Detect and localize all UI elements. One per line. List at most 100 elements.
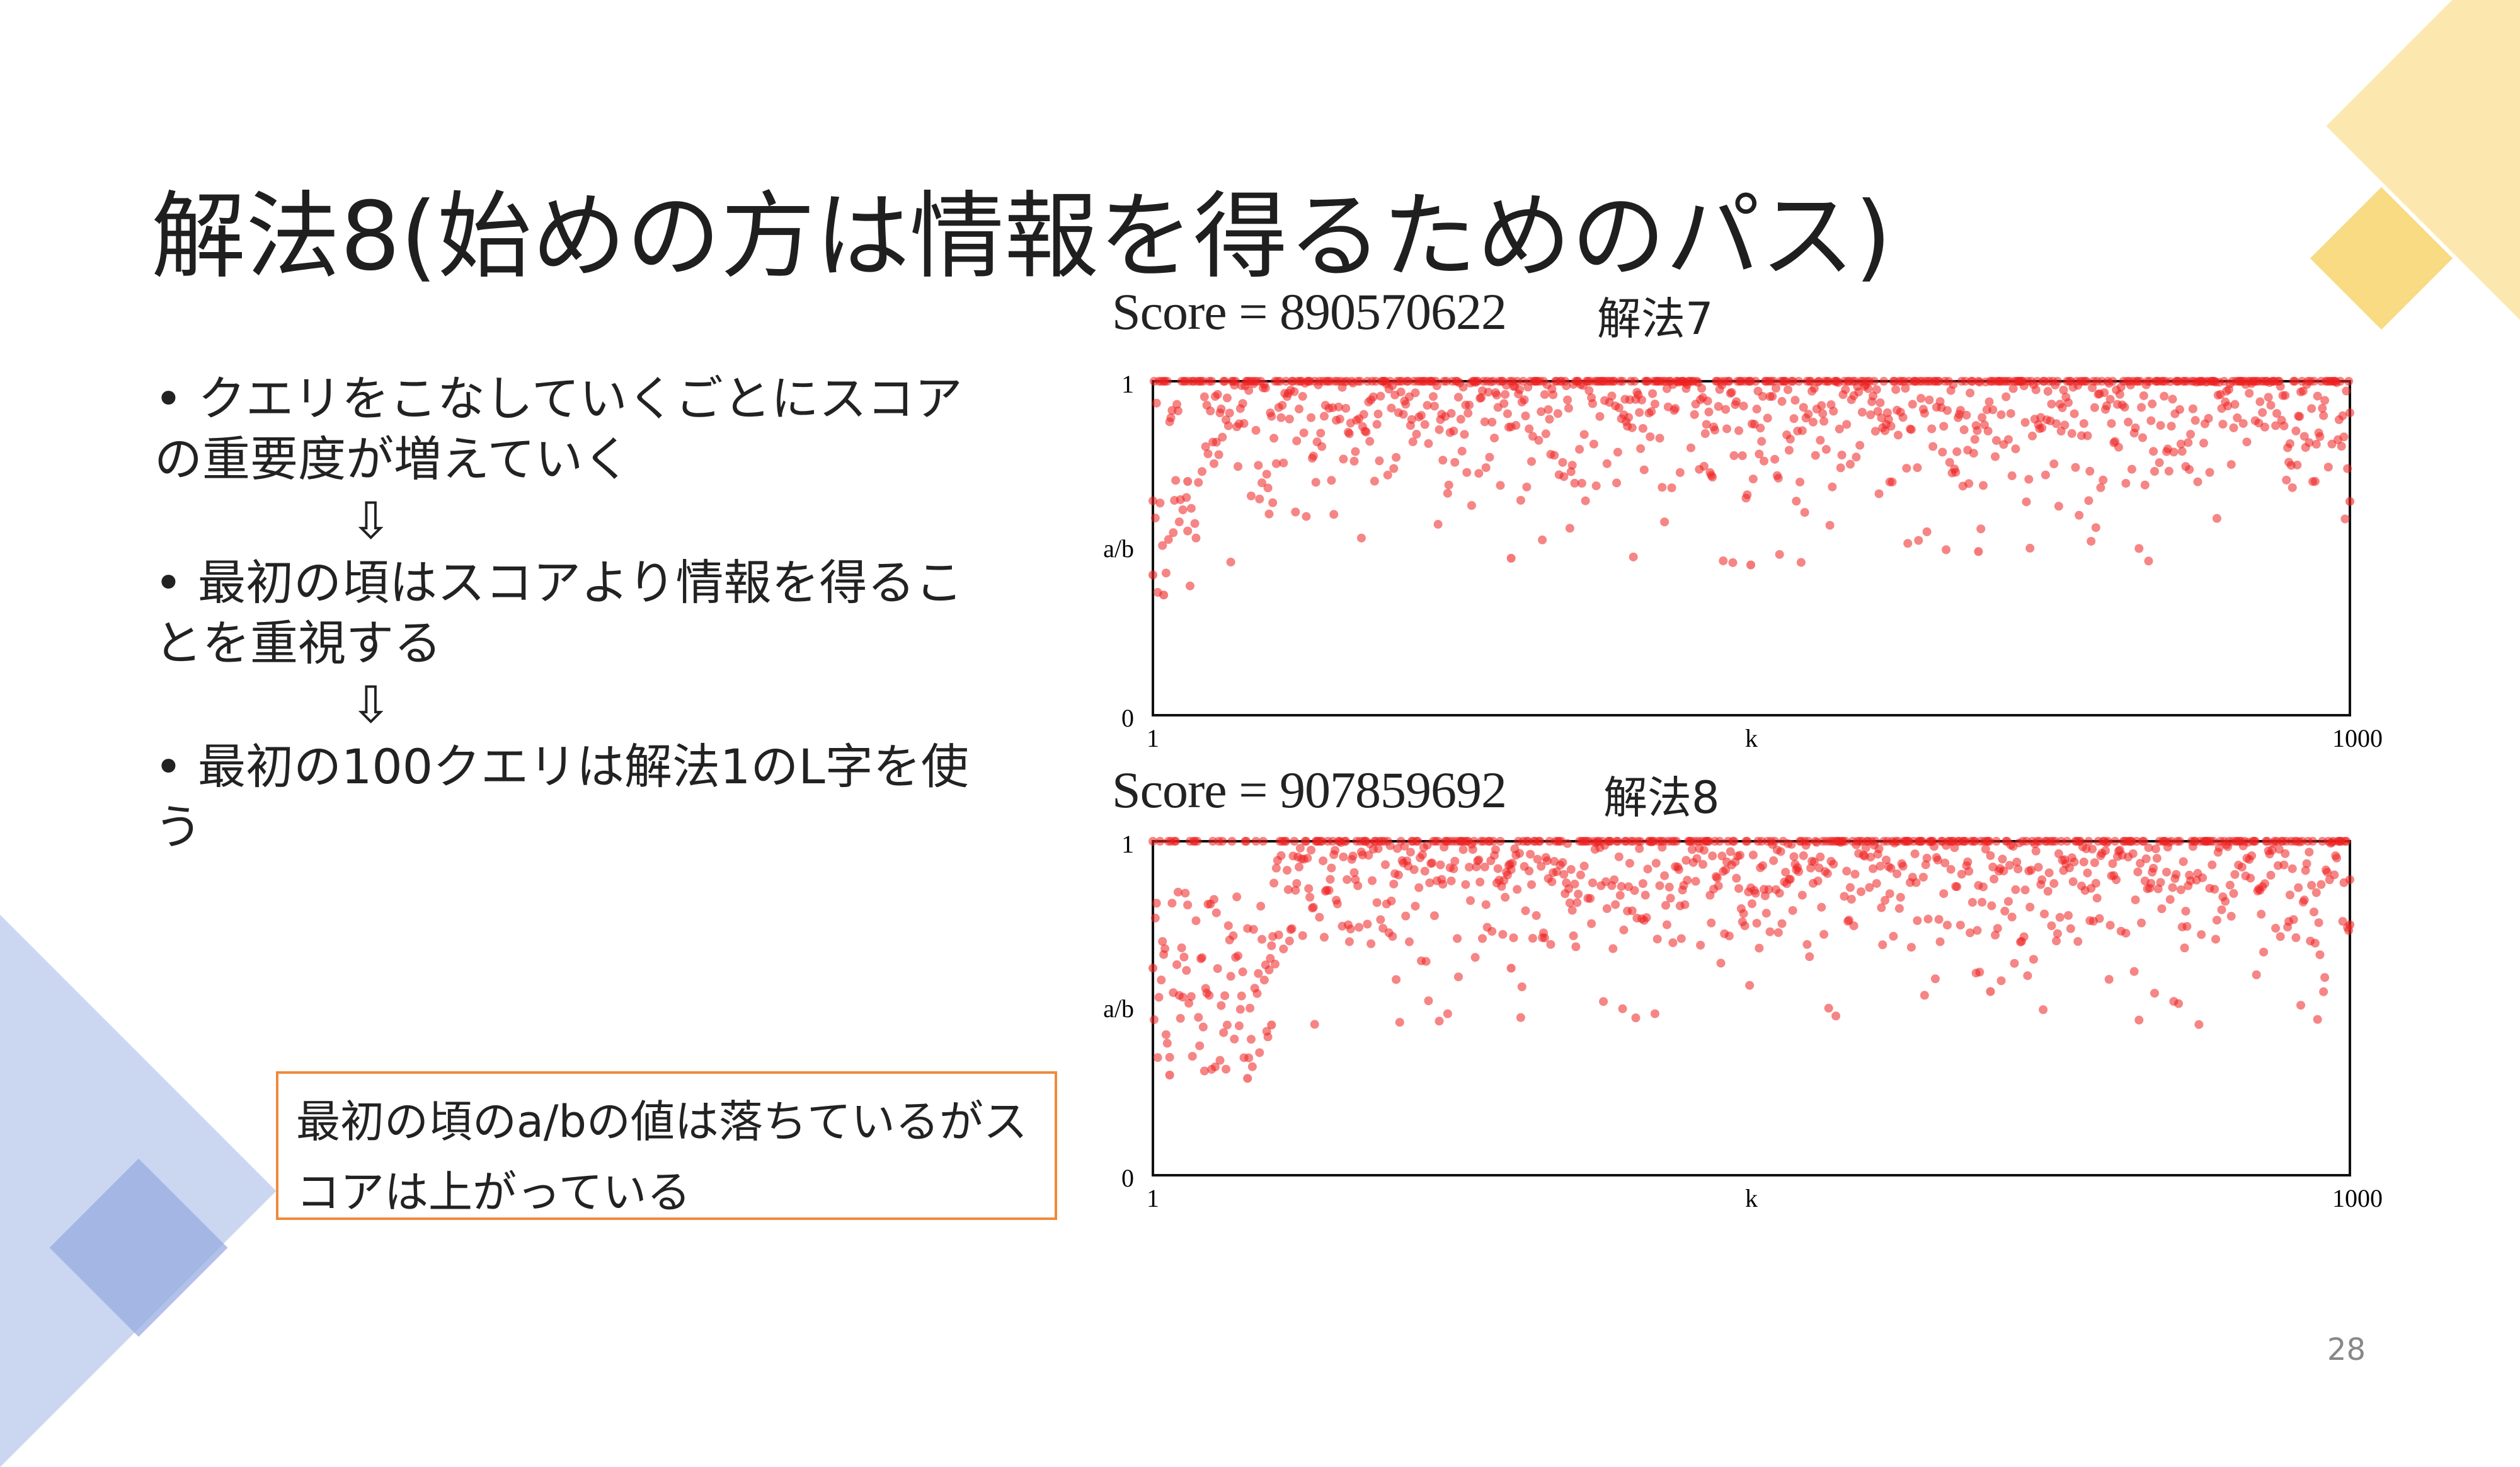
scatter-point (1334, 402, 1343, 411)
scatter-point (2008, 384, 2018, 393)
scatter-point (1743, 490, 1752, 500)
scatter-point (1898, 861, 1908, 871)
scatter-point (1854, 388, 1864, 397)
scatter-point (1348, 851, 1358, 861)
scatter-point (1683, 875, 1692, 885)
scatter-point (1191, 533, 1201, 543)
scatter-point (1264, 509, 1274, 519)
scatter-point (1942, 921, 1952, 930)
scatter-point (2112, 875, 2121, 885)
scatter-point (1186, 503, 1196, 513)
scatter-point (1401, 911, 1411, 921)
scatter-point (1935, 937, 1945, 946)
scatter-point (1724, 377, 1734, 386)
scatter-point (1520, 395, 1529, 405)
scatter-point (1726, 847, 1735, 856)
scatter-point (2139, 391, 2148, 400)
scatter-point (1869, 377, 1879, 386)
scatter-point (1572, 898, 1582, 907)
scatter-point (1257, 935, 1267, 944)
scatter-point (1290, 837, 1299, 846)
scatter-point (1587, 919, 1596, 928)
scatter-point (1263, 1032, 1273, 1042)
scatter-point (1182, 493, 1191, 502)
scatter-point (1813, 877, 1823, 886)
scatter-point (2105, 394, 2115, 404)
scatter-point (1612, 478, 1622, 488)
scatter-point (1148, 837, 1157, 846)
scatter-point (2124, 417, 2133, 427)
scatter-point (1198, 1022, 1208, 1032)
scatter-point (1655, 434, 1664, 443)
scatter-point (1614, 852, 1624, 861)
scatter-point (1269, 878, 1279, 888)
scatter-point (2245, 389, 2254, 398)
scatter-point (1532, 911, 1541, 920)
scatter-point (1356, 377, 1365, 386)
scatter-point (1225, 408, 1234, 418)
scatter-point (1581, 496, 1590, 505)
scatter-point (2279, 421, 2289, 430)
scatter-point (2307, 404, 2317, 413)
scatter-point (1714, 402, 1723, 411)
scatter-point (1417, 411, 1426, 420)
scatter-point (1789, 852, 1799, 861)
scatter-point (1547, 877, 1557, 887)
scatter-point (1595, 411, 1605, 421)
scatter-point (2034, 863, 2043, 872)
scatter-point (1242, 837, 1251, 846)
scatter-point (1869, 864, 1878, 873)
scatter-point (1392, 975, 1401, 984)
scatter-point (2090, 858, 2099, 867)
scatter-point (2337, 442, 2346, 451)
scatter-point (1874, 844, 1884, 853)
scatter-point (1664, 882, 1674, 892)
scatter-point (1567, 906, 1577, 915)
scatter-point (2108, 377, 2117, 386)
scatter-point (1970, 435, 1979, 444)
callout-box: 最初の頃のa/bの値は落ちているがスコアは上がっている (276, 1071, 1057, 1220)
scatter-point (1777, 397, 1787, 406)
scatter-point (1218, 432, 1227, 442)
scatter-point (1893, 430, 1903, 440)
scatter-point (2044, 868, 2054, 878)
scatter-point (1799, 851, 1808, 860)
scatter-point (1608, 944, 1618, 953)
bullet-item: • 最初の100クエリは解法1のL字を使う (154, 739, 969, 855)
scatter-point (1717, 851, 1727, 861)
scatter-point (1411, 901, 1420, 911)
scatter-point (2003, 897, 2013, 906)
scatter-point (1957, 870, 1966, 879)
scatter-point (1234, 1021, 1244, 1030)
scatter-point (2090, 403, 2099, 412)
scatter-point (1690, 410, 1699, 419)
scatter-point (1816, 852, 1825, 861)
scatter-point (1356, 533, 1366, 543)
scatter-point (1238, 967, 1247, 977)
scatter-point (1842, 866, 1852, 876)
scatter-point (2108, 859, 2117, 868)
scatter-point (1790, 396, 1800, 405)
scatter-point (2102, 401, 2111, 411)
scatter-point (1775, 889, 1784, 898)
scatter-point (2185, 465, 2194, 475)
scatter-point (1152, 899, 1161, 908)
scatter-point (2165, 895, 2175, 904)
scatter-point (1707, 918, 1716, 928)
scatter-point (2022, 497, 2031, 507)
scatter-point-low (1506, 964, 1516, 973)
scatter-point (1735, 851, 1744, 860)
scatter-point (1269, 434, 1279, 443)
scatter-point (1566, 865, 1576, 874)
scatter-point (1877, 413, 1886, 423)
scatter-point (1449, 426, 1458, 435)
scatter-point (1714, 881, 1723, 890)
scatter-point (1540, 390, 1549, 400)
scatter-point (1353, 881, 1363, 890)
scatter-point (2010, 958, 2019, 968)
scatter-point (1925, 395, 1934, 405)
scatter-point (2342, 837, 2351, 846)
scatter-point (1307, 413, 1316, 422)
y-tick-label: 1 (1121, 830, 1134, 858)
scatter-point (2152, 854, 2162, 863)
